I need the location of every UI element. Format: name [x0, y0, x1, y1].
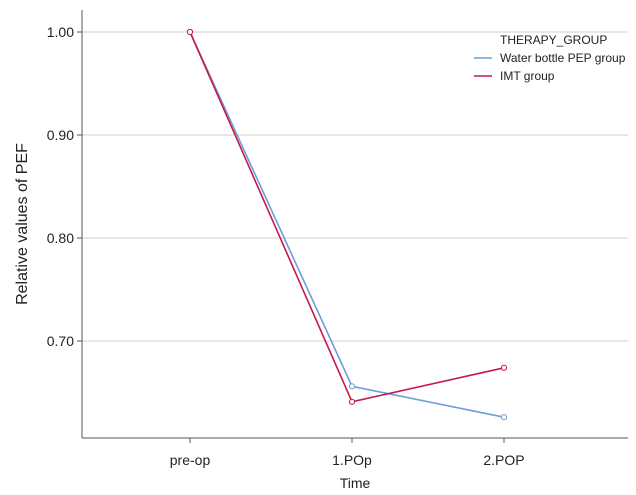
axes [81, 10, 628, 439]
series-line-1 [189, 31, 505, 418]
legend-label: IMT group [500, 69, 555, 83]
x-tick-label: 2.POP [483, 452, 524, 468]
legend-label: Water bottle PEP group [500, 51, 626, 65]
x-tick-label: pre-op [170, 452, 211, 468]
gridlines [82, 31, 628, 342]
y-tick-label: 0.80 [47, 230, 74, 246]
x-tick-label: 1.POp [332, 452, 372, 468]
legend: THERAPY_GROUP Water bottle PEP group IMT … [474, 33, 626, 83]
data-point [500, 414, 508, 421]
series-line-2 [189, 31, 505, 403]
x-axis-title: Time [340, 475, 371, 490]
series-lines [186, 28, 508, 421]
data-point [186, 28, 194, 36]
data-point [500, 364, 508, 371]
legend-title: THERAPY_GROUP [500, 33, 607, 47]
y-ticks: 0.70 0.80 0.90 1.00 [47, 24, 82, 349]
data-point [348, 383, 356, 390]
y-tick-label: 0.90 [47, 127, 74, 143]
y-tick-label: 0.70 [47, 333, 74, 349]
y-tick-label: 1.00 [47, 24, 74, 40]
y-axis-title: Relative values of PEF [14, 143, 31, 305]
data-point [348, 398, 356, 405]
x-ticks: pre-op 1.POp 2.POP [170, 438, 525, 468]
